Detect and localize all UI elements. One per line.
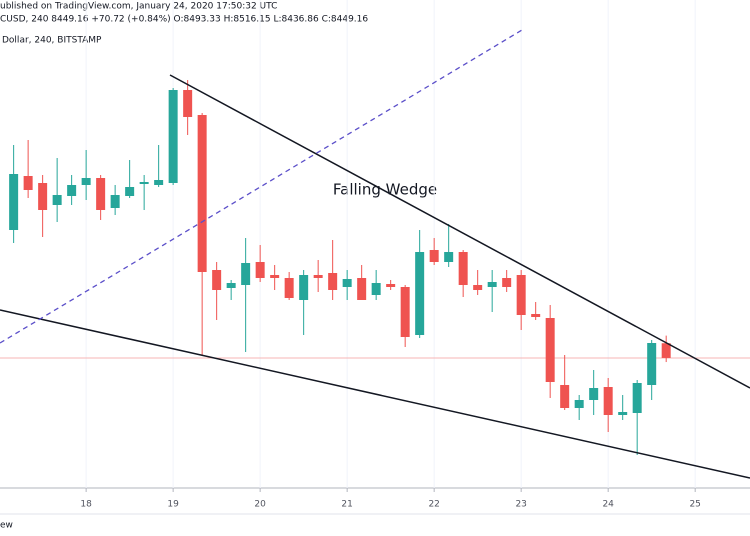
footer: ew (0, 521, 13, 531)
candle-body (458, 252, 468, 285)
candle-body (603, 387, 613, 415)
candle-body (516, 275, 526, 315)
candle-body (328, 273, 338, 290)
candle-body (632, 383, 642, 413)
candle-body (487, 282, 497, 287)
x-tick-label: 19 (167, 500, 179, 510)
symbol-title: Dollar, 240, BITSTAMP (2, 36, 102, 46)
candle-body (589, 388, 599, 400)
candle-body (661, 343, 671, 358)
candle-body (313, 275, 323, 278)
candle-body (342, 279, 352, 287)
candle-body (197, 115, 207, 272)
candle-body (226, 283, 236, 288)
candle-body (386, 284, 396, 287)
candle-body (400, 287, 410, 337)
candle-body (9, 174, 19, 230)
candle-body (284, 278, 294, 298)
candle-body (212, 270, 222, 290)
candle-body (81, 178, 91, 185)
candle-body (154, 180, 164, 185)
header: ublished on TradingView.com, January 24,… (0, 2, 277, 12)
candle-body (255, 262, 265, 278)
candle-body (647, 343, 657, 385)
candle-body (183, 90, 193, 117)
candle-body (241, 263, 251, 285)
candle-body (545, 318, 555, 382)
candle-body (52, 195, 62, 205)
dashed-trendline (0, 29, 523, 344)
candle-body (473, 285, 483, 290)
candle-body (139, 182, 149, 184)
x-tick-label: 20 (254, 500, 266, 510)
x-tick-label: 18 (80, 500, 92, 510)
candle-body (618, 412, 628, 415)
candle-body (96, 178, 106, 210)
candle-body (38, 183, 48, 210)
candle-body (23, 176, 33, 190)
x-tick-label: 21 (341, 500, 352, 510)
candle-body (270, 275, 280, 278)
upper-trendline (169, 74, 750, 389)
candle-body (531, 314, 541, 317)
candle-body (67, 185, 77, 196)
candle-body (444, 252, 454, 262)
candle-body (429, 250, 439, 262)
candle-body (502, 278, 512, 287)
x-tick-label: 22 (428, 500, 439, 510)
quote: CUSD, 240 8449.16 +70.72 (+0.84%) O:8493… (0, 15, 368, 25)
candle-body (574, 400, 584, 408)
lower-trendline (0, 309, 750, 479)
candle-body (110, 195, 120, 208)
candle-body (415, 252, 425, 335)
x-tick-label: 25 (689, 500, 700, 510)
candle-body (560, 385, 570, 408)
annotation: Falling Wedge (333, 181, 437, 199)
candle-body (168, 90, 178, 183)
x-tick-label: 24 (602, 500, 614, 510)
candle-body (357, 278, 367, 300)
candle-body (125, 187, 135, 196)
candle-body (299, 275, 309, 300)
candle-body (371, 283, 381, 295)
x-tick-label: 23 (515, 500, 526, 510)
